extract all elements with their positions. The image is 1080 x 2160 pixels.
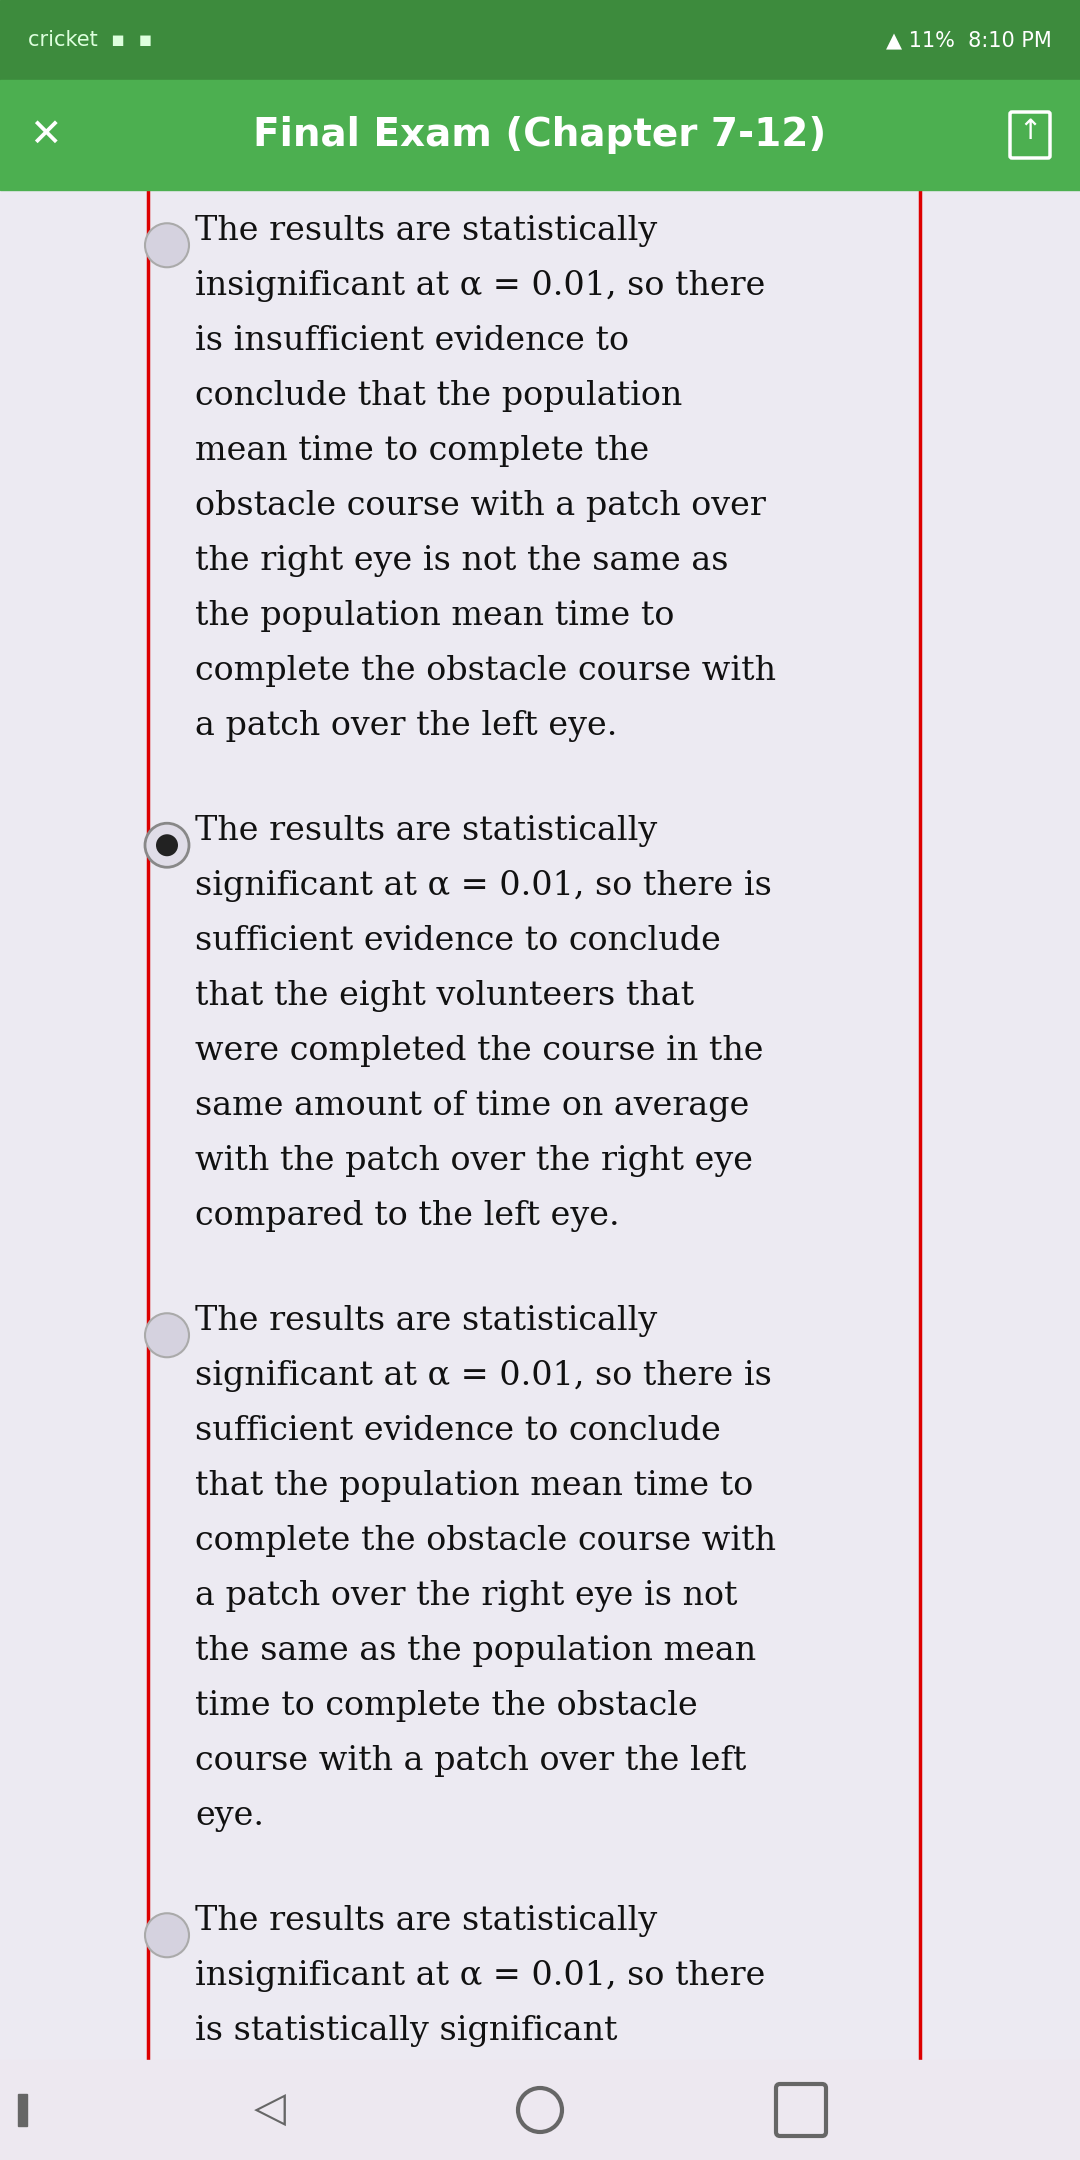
Text: Final Exam (Chapter 7-12): Final Exam (Chapter 7-12) [254, 117, 826, 153]
Circle shape [145, 823, 189, 868]
Bar [0, 2061, 1080, 2160]
Text: the right eye is not the same as: the right eye is not the same as [195, 544, 729, 577]
Text: obstacle course with a patch over: obstacle course with a patch over [195, 490, 766, 523]
Text: same amount of time on average: same amount of time on average [195, 1091, 750, 1121]
Text: The results are statistically: The results are statistically [195, 216, 658, 246]
Text: course with a patch over the left: course with a patch over the left [195, 1745, 746, 1778]
Text: were completed the course in the: were completed the course in the [195, 1035, 764, 1067]
Circle shape [145, 222, 189, 268]
Text: ◁: ◁ [254, 2089, 286, 2132]
Bar [0, 80, 1080, 190]
Text: The results are statistically: The results are statistically [195, 814, 658, 847]
Text: The results are statistically: The results are statistically [195, 1905, 658, 1938]
Text: evidence to conclude that the: evidence to conclude that the [195, 2069, 697, 2102]
Text: mean time to complete the: mean time to complete the [195, 434, 649, 467]
Text: eye.: eye. [195, 1799, 264, 1832]
Text: significant at α = 0.01, so there is: significant at α = 0.01, so there is [195, 870, 772, 903]
Text: a patch over the left eye.: a patch over the left eye. [195, 711, 618, 743]
Text: ↑: ↑ [1018, 117, 1041, 145]
Text: that the eight volunteers that: that the eight volunteers that [195, 981, 694, 1013]
Text: the population mean time to: the population mean time to [195, 600, 674, 633]
Text: compared to the left eye.: compared to the left eye. [195, 1201, 620, 1231]
Text: insignificant at α = 0.01, so there: insignificant at α = 0.01, so there [195, 1959, 766, 1992]
Text: that the population mean time to: that the population mean time to [195, 1471, 753, 1501]
Text: ✕: ✕ [29, 117, 62, 153]
Bar [0, 190, 1080, 2061]
Text: with the patch over the right eye: with the patch over the right eye [195, 1145, 753, 1177]
Text: a patch over the right eye is not: a patch over the right eye is not [195, 1579, 738, 1611]
Text: is insufficient evidence to: is insufficient evidence to [195, 324, 629, 356]
Text: sufficient evidence to conclude: sufficient evidence to conclude [195, 1415, 720, 1447]
Text: is statistically significant: is statistically significant [195, 2015, 618, 2048]
Text: ▲ 11%  8:10 PM: ▲ 11% 8:10 PM [887, 30, 1052, 50]
Circle shape [156, 834, 178, 855]
Text: cricket  ▪  ▪: cricket ▪ ▪ [28, 30, 152, 50]
Text: sufficient evidence to conclude: sufficient evidence to conclude [195, 924, 720, 957]
Text: significant at α = 0.01, so there is: significant at α = 0.01, so there is [195, 1361, 772, 1391]
Text: time to complete the obstacle: time to complete the obstacle [195, 1689, 698, 1722]
Text: the same as the population mean: the same as the population mean [195, 1635, 756, 1668]
Bar [0, 0, 1080, 80]
Text: population mean time to: population mean time to [195, 2125, 609, 2158]
Text: complete the obstacle course with: complete the obstacle course with [195, 1525, 777, 1557]
Bar [18, 2093, 27, 2125]
Text: The results are statistically: The results are statistically [195, 1305, 658, 1337]
Text: insignificant at α = 0.01, so there: insignificant at α = 0.01, so there [195, 270, 766, 302]
Text: conclude that the population: conclude that the population [195, 380, 683, 413]
Circle shape [145, 1313, 189, 1356]
Text: complete the obstacle course with: complete the obstacle course with [195, 654, 777, 687]
Circle shape [145, 1914, 189, 1957]
